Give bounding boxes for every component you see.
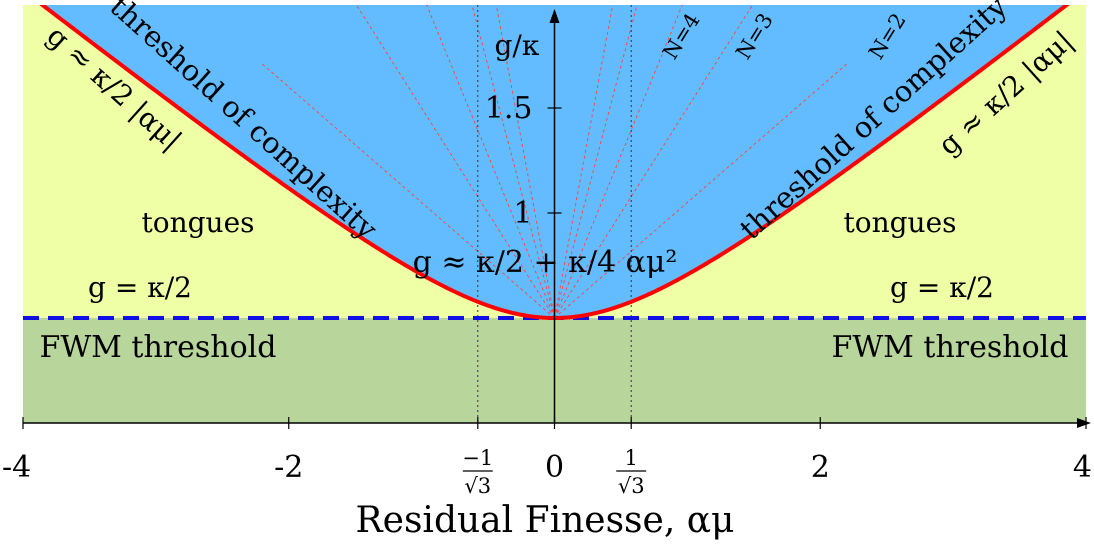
x-axis-arrow	[1077, 418, 1091, 428]
g-eq-label-left: g = κ/2	[88, 271, 192, 304]
x-tick-label: 4	[1073, 450, 1092, 485]
x-special-denominator: √3	[618, 474, 645, 498]
x-special-denominator: √3	[464, 474, 491, 498]
guide-line	[554, 5, 754, 319]
x-tick-label: 2	[811, 450, 830, 485]
tongues-label-left: tongues	[141, 206, 254, 239]
x-tick-label: 0	[545, 450, 564, 485]
guide-line	[426, 5, 555, 319]
guide-line	[554, 5, 614, 319]
x-special-numerator: 1	[625, 446, 638, 470]
guide-line	[355, 5, 555, 319]
guide-lines	[261, 5, 848, 423]
x-special-numerator: −1	[462, 446, 493, 470]
tongues-label-right: tongues	[843, 206, 956, 239]
g-eq-label-right: g = κ/2	[890, 271, 994, 304]
fwm-threshold-label-right: FWM threshold	[832, 330, 1069, 365]
x-tick-label: -2	[274, 450, 303, 485]
guide-line	[495, 5, 555, 319]
guide-line	[554, 63, 848, 319]
y-axis-arrow	[549, 9, 560, 23]
guide-line	[554, 5, 683, 319]
y-axis-label: g/κ	[495, 29, 540, 62]
g-approx-label-center: g ≈ κ/2 + κ/4 αμ²	[413, 245, 678, 280]
x-tick-label: -4	[2, 450, 31, 485]
y-tick-label: 1	[513, 196, 532, 231]
fwm-threshold-label-left: FWM threshold	[40, 330, 277, 365]
guide-line	[261, 63, 555, 319]
x-axis-label: Residual Finesse, αμ	[356, 500, 735, 541]
y-tick-label: 1.5	[485, 91, 533, 126]
axes: -4 -2 0 2 4 −1 √3 1 √3 1 1.5 Residual Finesse, αμ g/…	[2, 9, 1092, 541]
